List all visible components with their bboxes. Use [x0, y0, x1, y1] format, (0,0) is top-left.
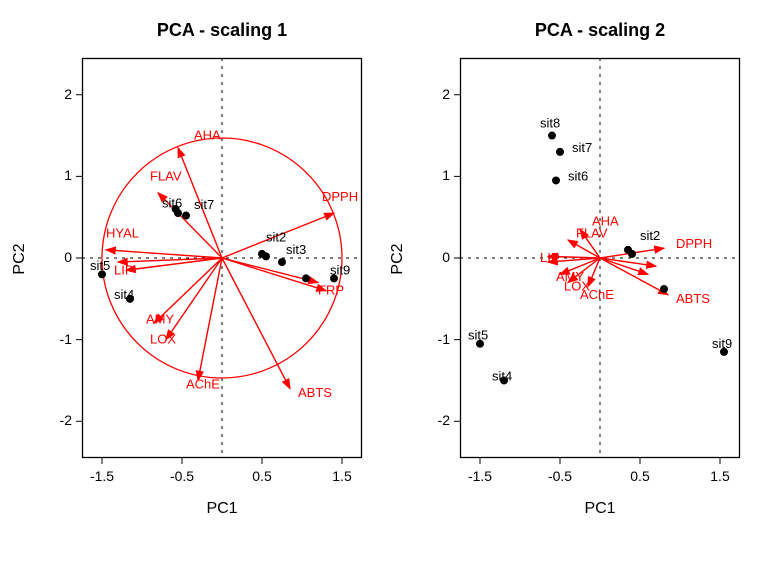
- panel-right: PCA - scaling 2 AHAFLAVLIPAMYLOXAChEDPPH…: [387, 0, 774, 584]
- svg-text:sit5: sit5: [90, 258, 110, 273]
- svg-text:sit4: sit4: [492, 368, 512, 383]
- svg-text:FLAV: FLAV: [576, 226, 608, 241]
- ytick: -1: [420, 331, 450, 347]
- xtick: 1.5: [322, 468, 362, 484]
- svg-text:AChE: AChE: [186, 377, 220, 392]
- ytick: -1: [42, 331, 72, 347]
- svg-text:sit2: sit2: [640, 228, 660, 243]
- panel-left: PCA - scaling 1 AHA FLAV HYAL LIP AMY LOX AChE…: [0, 0, 387, 584]
- xtick: 1.5: [700, 468, 740, 484]
- ytick: 2: [42, 86, 72, 102]
- xtick: -0.5: [540, 468, 580, 484]
- xtick: -1.5: [82, 468, 122, 484]
- svg-text:DPPH: DPPH: [322, 189, 358, 204]
- svg-text:sit2: sit2: [266, 230, 286, 245]
- yticks-right: -2 -1 0 1 2: [418, 58, 458, 458]
- svg-text:LOX: LOX: [150, 332, 176, 347]
- plot-right: AHAFLAVLIPAMYLOXAChEDPPHABTSsit2sit4sit5…: [460, 58, 740, 458]
- svg-text:ABTS: ABTS: [298, 385, 332, 400]
- svg-text:FLAV: FLAV: [150, 168, 182, 183]
- ytick: -2: [420, 412, 450, 428]
- svg-text:AMY: AMY: [146, 311, 175, 326]
- ylabel-right: PC2: [389, 219, 407, 299]
- svg-text:sit7: sit7: [572, 140, 592, 155]
- title-left: PCA - scaling 1: [82, 20, 362, 41]
- ytick: 0: [42, 249, 72, 265]
- xticks-left: -1.5 -0.5 0.5 1.5: [82, 462, 362, 482]
- xlabel-left: PC1: [82, 500, 362, 518]
- svg-text:AHA: AHA: [194, 128, 221, 143]
- yticks-left: -2 -1 0 1 2: [40, 58, 80, 458]
- ytick: 1: [420, 167, 450, 183]
- svg-text:sit7: sit7: [194, 197, 214, 212]
- xtick: 0.5: [620, 468, 660, 484]
- figure: { "figure": { "width": 774, "height": 58…: [0, 0, 774, 584]
- svg-text:DPPH: DPPH: [676, 236, 712, 251]
- svg-text:sit3: sit3: [286, 242, 306, 257]
- xtick: -1.5: [460, 468, 500, 484]
- svg-text:sit9: sit9: [330, 262, 350, 277]
- svg-text:sit4: sit4: [114, 287, 134, 302]
- ytick: 0: [420, 249, 450, 265]
- svg-text:LIP: LIP: [540, 250, 560, 265]
- svg-text:AChE: AChE: [580, 287, 614, 302]
- svg-text:sit8: sit8: [540, 115, 560, 130]
- svg-text:sit9: sit9: [712, 336, 732, 351]
- xtick: -0.5: [162, 468, 202, 484]
- ytick: 1: [42, 167, 72, 183]
- plot-left: AHAFLAVHYALLIPAMYLOXAChEDPPHFRPABTSsit2s…: [82, 58, 362, 458]
- ylabel-left: PC2: [11, 219, 29, 299]
- ytick: 2: [420, 86, 450, 102]
- xtick: 0.5: [242, 468, 282, 484]
- title-right: PCA - scaling 2: [460, 20, 740, 41]
- xticks-right: -1.5 -0.5 0.5 1.5: [460, 462, 740, 482]
- svg-text:LIP: LIP: [114, 262, 134, 277]
- svg-text:FRP: FRP: [318, 283, 344, 298]
- svg-text:HYAL: HYAL: [106, 226, 139, 241]
- svg-text:sit5: sit5: [468, 328, 488, 343]
- svg-text:ABTS: ABTS: [676, 291, 710, 306]
- xlabel-right: PC1: [460, 500, 740, 518]
- ytick: -2: [42, 412, 72, 428]
- svg-text:sit6: sit6: [568, 168, 588, 183]
